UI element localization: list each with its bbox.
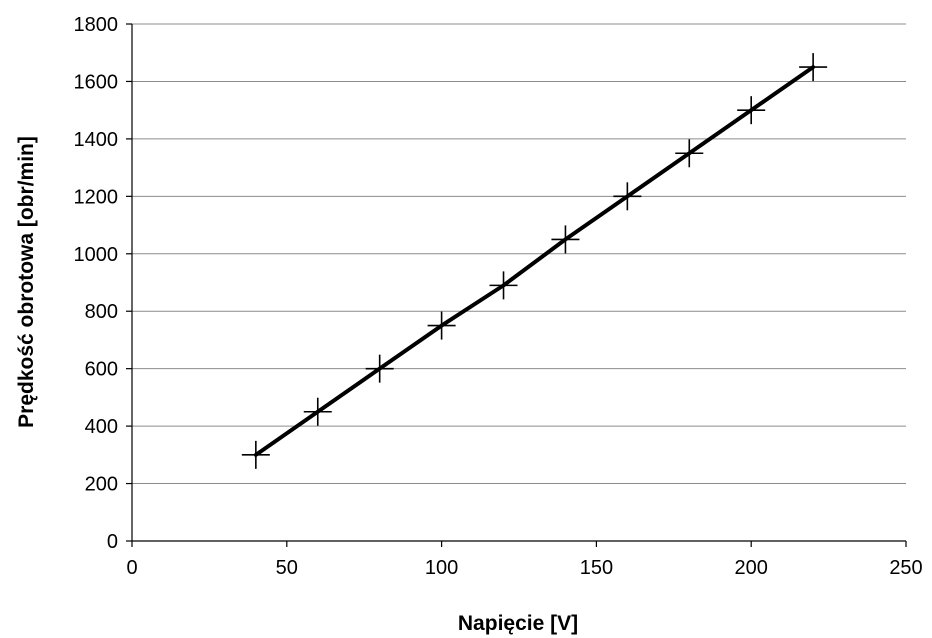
gridlines bbox=[132, 23, 906, 485]
x-tick-label-3: 150 bbox=[580, 557, 613, 579]
data-point-6 bbox=[613, 182, 642, 211]
y-tick-label-5: 1000 bbox=[74, 244, 119, 266]
series-layer bbox=[241, 53, 828, 469]
data-point-9 bbox=[799, 53, 828, 82]
y-tick-label-4: 800 bbox=[85, 301, 118, 323]
y-tick-label-9: 1800 bbox=[74, 14, 119, 36]
data-point-1 bbox=[303, 397, 332, 426]
data-point-2 bbox=[365, 354, 394, 383]
y-tick-label-1: 200 bbox=[85, 474, 118, 496]
y-axis-title: Prędkość obrotowa [obr/min] bbox=[15, 136, 38, 428]
x-tick-label-0: 0 bbox=[126, 557, 137, 579]
data-point-0 bbox=[241, 440, 270, 469]
x-tick-label-2: 100 bbox=[425, 557, 458, 579]
y-tick-label-7: 1400 bbox=[74, 129, 119, 151]
axes bbox=[126, 23, 907, 547]
y-tick-label-0: 0 bbox=[107, 531, 118, 553]
x-tick-label-4: 200 bbox=[735, 557, 768, 579]
tick-labels: 0 200 400 600 800 1000 1200 1400 1600 1800 0 50 100 1… bbox=[74, 14, 923, 579]
data-point-8 bbox=[737, 96, 766, 125]
y-tick-label-6: 1200 bbox=[74, 186, 119, 208]
x-tick-label-1: 50 bbox=[276, 557, 298, 579]
data-point-7 bbox=[675, 139, 704, 168]
y-tick-label-2: 400 bbox=[85, 416, 118, 438]
x-axis-title: Napięcie [V] bbox=[458, 612, 578, 635]
data-point-3 bbox=[427, 311, 456, 340]
x-tick-label-5: 250 bbox=[889, 557, 922, 579]
y-tick-label-8: 1600 bbox=[74, 71, 119, 93]
data-point-5 bbox=[551, 225, 580, 254]
series-line-0 bbox=[253, 65, 816, 457]
y-tick-label-3: 600 bbox=[85, 359, 118, 381]
data-point-4 bbox=[489, 271, 518, 300]
